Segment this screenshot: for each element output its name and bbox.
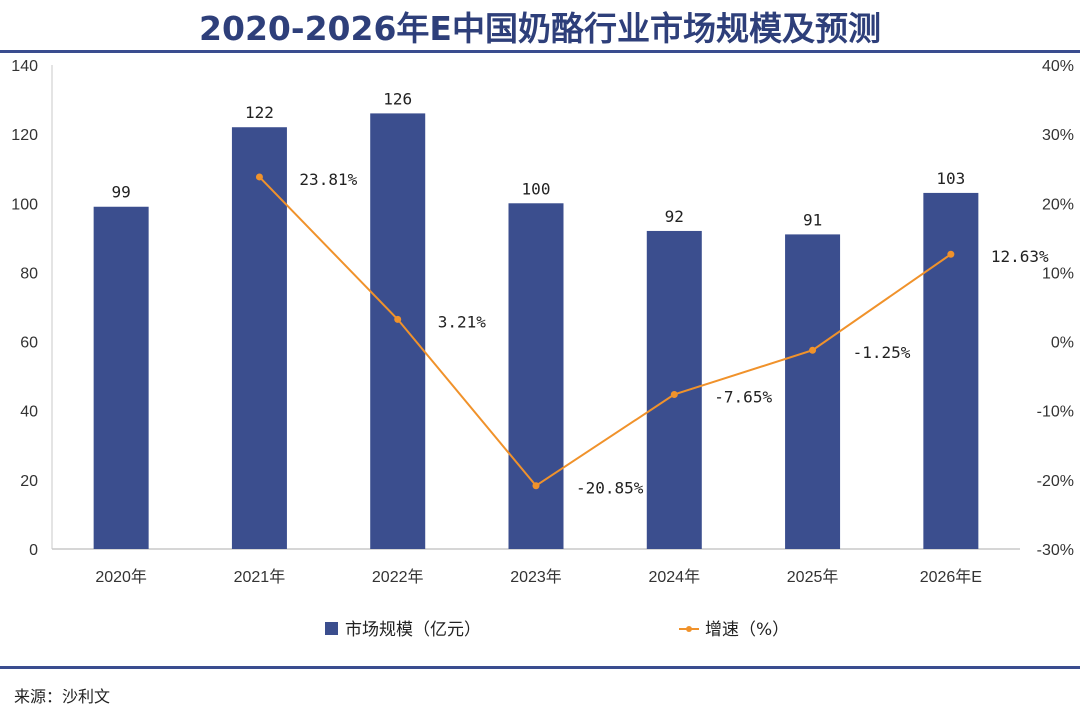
legend-line-label: 增速（%） (705, 620, 789, 640)
title-divider (0, 50, 1080, 53)
left-axis-tick-label: 120 (11, 127, 38, 144)
line-point (947, 250, 955, 258)
bar (646, 230, 702, 549)
bar-data-labels: 99 122 126 100 92 91 103 (112, 89, 966, 229)
bar-data-label: 91 (803, 210, 822, 229)
left-axis-tick-label: 40 (20, 404, 38, 421)
line-data-label: -20.85% (576, 479, 644, 498)
x-axis-tick-label: 2024年 (648, 568, 700, 586)
bar (93, 206, 149, 549)
line-point (670, 390, 678, 398)
legend-line-marker (686, 626, 692, 632)
line-point (394, 315, 402, 323)
bar-data-label: 126 (383, 89, 412, 108)
right-axis-tick-label: 20% (1042, 196, 1074, 213)
x-axis-tick-label: 2021年 (234, 568, 286, 586)
left-axis-tick-label: 60 (20, 335, 38, 352)
left-axis-tick-label: 140 (11, 58, 38, 75)
chart-title: 2020-2026年E中国奶酪行业市场规模及预测 (199, 9, 881, 48)
line-series (255, 173, 955, 490)
bar (923, 192, 979, 549)
bar (785, 234, 841, 549)
source-note: 来源：沙利文 (14, 687, 111, 706)
chart: 0 20 40 60 80 100 120 140 -30% -20% -10% 0% 10% 20% 30… (11, 58, 1074, 640)
x-axis-tick-label: 2023年 (510, 568, 562, 586)
bar-data-label: 99 (112, 183, 131, 202)
bar-data-label: 103 (936, 169, 965, 188)
left-axis-tick-label: 100 (11, 196, 38, 213)
line-data-labels: 23.81% 3.21% -20.85% -7.65% -1.25% 12.63% (299, 170, 1049, 498)
right-axis-tick-label: 30% (1042, 127, 1074, 144)
line-data-label: -1.25% (853, 343, 911, 362)
legend-bar-swatch (325, 622, 338, 635)
line-point (255, 173, 263, 181)
right-axis-tick-label: 0% (1051, 335, 1074, 352)
bar-data-label: 92 (665, 207, 684, 226)
x-axis-tick-label: 2026年E (920, 568, 982, 586)
right-axis-tick-label: -20% (1037, 473, 1074, 490)
footer-divider (0, 666, 1080, 669)
axes: 0 20 40 60 80 100 120 140 -30% -20% -10% 0% 10% 20% 30… (11, 58, 1074, 586)
bar-series (93, 113, 979, 550)
x-axis-tick-label: 2022年 (372, 568, 424, 586)
x-axis-tick-label: 2020年 (95, 568, 147, 586)
bar (231, 127, 287, 549)
right-axis-tick-label: 10% (1042, 265, 1074, 282)
right-axis-tick-label: 40% (1042, 58, 1074, 75)
left-axis-tick-label: 80 (20, 265, 38, 282)
growth-line (258, 176, 952, 488)
line-data-label: 3.21% (438, 312, 487, 331)
right-axis-tick-label: -10% (1037, 404, 1074, 421)
line-data-label: -7.65% (714, 387, 772, 406)
x-axis-tick-label: 2025年 (787, 568, 839, 586)
left-axis-tick-label: 20 (20, 473, 38, 490)
line-point (809, 346, 817, 354)
line-data-label: 23.81% (299, 170, 357, 189)
line-data-label: 12.63% (991, 247, 1049, 266)
line-point (532, 482, 540, 490)
legend-bar-label: 市场规模（亿元） (345, 620, 481, 640)
right-axis-tick-label: -30% (1037, 542, 1074, 559)
left-axis-tick-label: 0 (29, 542, 38, 559)
bar (370, 113, 426, 550)
bar-data-label: 122 (245, 103, 274, 122)
bar (508, 203, 564, 550)
bar-data-label: 100 (522, 179, 551, 198)
legend: 市场规模（亿元） 增速（%） (325, 620, 789, 640)
